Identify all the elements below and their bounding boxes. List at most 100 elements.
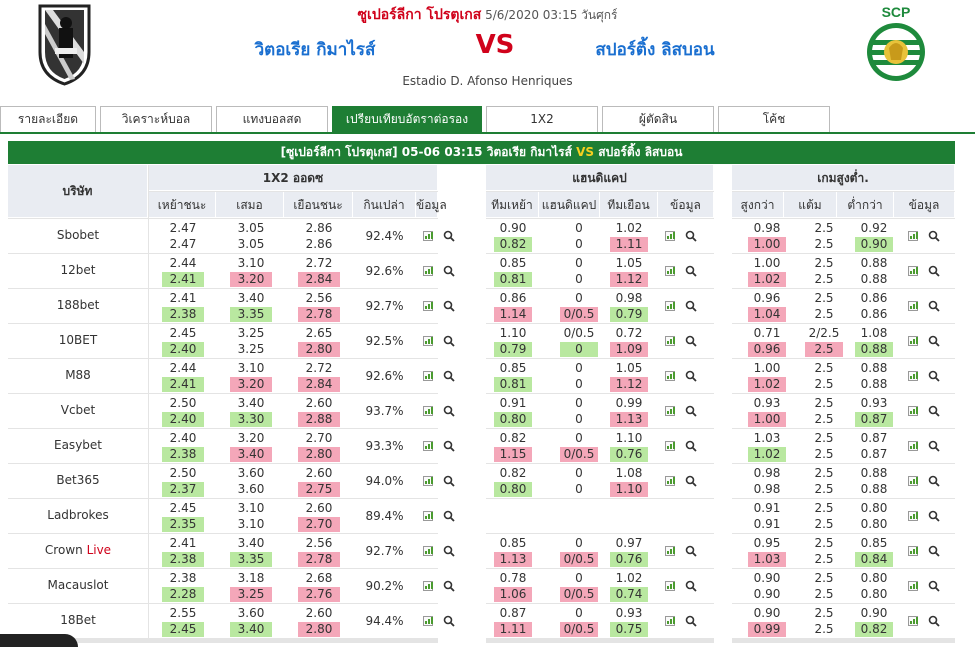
chart-icon[interactable] [908, 581, 918, 591]
tab-odds-comparison[interactable]: เปรียบเทียบอัตราต่อรอง [332, 106, 482, 132]
tab-live-betting[interactable]: แทงบอลสด [216, 106, 328, 132]
bookmaker-name[interactable]: 188bet [8, 298, 148, 314]
chart-icon[interactable] [423, 441, 433, 451]
search-icon[interactable] [685, 440, 697, 452]
chart-icon[interactable] [665, 441, 675, 451]
away-team-name[interactable]: สปอร์ติ้ง ลิสบอน [595, 40, 715, 60]
bookmaker-name[interactable]: Easybet [8, 438, 148, 454]
home-team-name[interactable]: วิตอเรีย กิมาไรส์ [254, 40, 376, 60]
bookmaker-label[interactable]: 188bet [56, 298, 100, 312]
league-name[interactable]: ซูเปอร์ลีกา โปรตุเกส [357, 7, 482, 23]
chart-icon[interactable] [423, 476, 433, 486]
chart-icon[interactable] [665, 546, 675, 556]
search-icon[interactable] [928, 370, 940, 382]
chart-icon[interactable] [423, 231, 433, 241]
search-icon[interactable] [928, 335, 940, 347]
chart-icon[interactable] [423, 371, 433, 381]
bookmaker-label[interactable]: 12bet [60, 263, 96, 277]
search-icon[interactable] [443, 510, 455, 522]
tab-coach[interactable]: โค้ช [718, 106, 830, 132]
bookmaker-name[interactable]: 10BET [8, 333, 148, 349]
chart-icon[interactable] [908, 476, 918, 486]
search-icon[interactable] [685, 230, 697, 242]
chart-icon[interactable] [908, 441, 918, 451]
search-icon[interactable] [928, 580, 940, 592]
chart-icon[interactable] [665, 336, 675, 346]
bookmaker-label[interactable]: Sbobet [56, 228, 100, 242]
live-badge[interactable]: Live [86, 543, 112, 557]
chart-icon[interactable] [423, 616, 433, 626]
search-icon[interactable] [928, 440, 940, 452]
search-icon[interactable] [685, 545, 697, 557]
chart-icon[interactable] [665, 581, 675, 591]
search-icon[interactable] [928, 545, 940, 557]
search-icon[interactable] [685, 615, 697, 627]
search-icon[interactable] [443, 335, 455, 347]
bookmaker-name[interactable]: Vcbet [8, 403, 148, 419]
search-icon[interactable] [443, 615, 455, 627]
chart-icon[interactable] [665, 616, 675, 626]
search-icon[interactable] [928, 510, 940, 522]
search-icon[interactable] [928, 405, 940, 417]
chart-icon[interactable] [423, 511, 433, 521]
search-icon[interactable] [928, 265, 940, 277]
search-icon[interactable] [928, 475, 940, 487]
bookmaker-name[interactable]: Ladbrokes [8, 508, 148, 524]
bookmaker-name[interactable]: 18Bet [8, 613, 148, 629]
search-icon[interactable] [443, 475, 455, 487]
tab-1x2[interactable]: 1X2 [486, 106, 598, 132]
bookmaker-name[interactable]: Crown Live [8, 543, 148, 559]
bookmaker-label[interactable]: Bet365 [56, 473, 100, 487]
bookmaker-name[interactable]: Bet365 [8, 473, 148, 489]
chart-icon[interactable] [908, 336, 918, 346]
search-icon[interactable] [685, 405, 697, 417]
search-icon[interactable] [685, 265, 697, 277]
chart-icon[interactable] [423, 581, 433, 591]
search-icon[interactable] [443, 545, 455, 557]
search-icon[interactable] [928, 300, 940, 312]
bookmaker-label[interactable]: 18Bet [60, 613, 96, 627]
search-icon[interactable] [443, 405, 455, 417]
bookmaker-label[interactable]: M88 [65, 368, 91, 382]
chart-icon[interactable] [423, 546, 433, 556]
search-icon[interactable] [443, 370, 455, 382]
bookmaker-label[interactable]: Ladbrokes [47, 508, 109, 522]
search-icon[interactable] [685, 475, 697, 487]
chart-icon[interactable] [423, 301, 433, 311]
chart-icon[interactable] [423, 406, 433, 416]
search-icon[interactable] [928, 230, 940, 242]
bookmaker-label[interactable]: Macauslot [47, 578, 109, 592]
chart-icon[interactable] [908, 371, 918, 381]
chart-icon[interactable] [665, 301, 675, 311]
chart-icon[interactable] [908, 266, 918, 276]
chart-icon[interactable] [423, 336, 433, 346]
search-icon[interactable] [685, 300, 697, 312]
tab-referee[interactable]: ผู้ตัดสิน [602, 106, 714, 132]
bookmaker-name[interactable]: M88 [8, 368, 148, 384]
tab-details[interactable]: รายละเอียด [0, 106, 96, 132]
chart-icon[interactable] [665, 406, 675, 416]
chart-icon[interactable] [665, 476, 675, 486]
search-icon[interactable] [685, 370, 697, 382]
chart-icon[interactable] [908, 616, 918, 626]
chart-icon[interactable] [908, 231, 918, 241]
bookmaker-label[interactable]: Vcbet [60, 403, 96, 417]
search-icon[interactable] [685, 580, 697, 592]
chart-icon[interactable] [665, 231, 675, 241]
chart-icon[interactable] [908, 301, 918, 311]
search-icon[interactable] [928, 615, 940, 627]
chart-icon[interactable] [908, 546, 918, 556]
chart-icon[interactable] [423, 266, 433, 276]
chart-icon[interactable] [908, 511, 918, 521]
search-icon[interactable] [443, 300, 455, 312]
search-icon[interactable] [685, 335, 697, 347]
search-icon[interactable] [443, 440, 455, 452]
chart-icon[interactable] [665, 371, 675, 381]
bookmaker-label[interactable]: Easybet [54, 438, 102, 452]
search-icon[interactable] [443, 580, 455, 592]
bookmaker-name[interactable]: Macauslot [8, 578, 148, 594]
chart-icon[interactable] [665, 266, 675, 276]
bookmaker-label[interactable]: Crown [44, 543, 83, 557]
bookmaker-name[interactable]: 12bet [8, 263, 148, 279]
tab-analysis[interactable]: วิเคราะห์บอล [100, 106, 212, 132]
